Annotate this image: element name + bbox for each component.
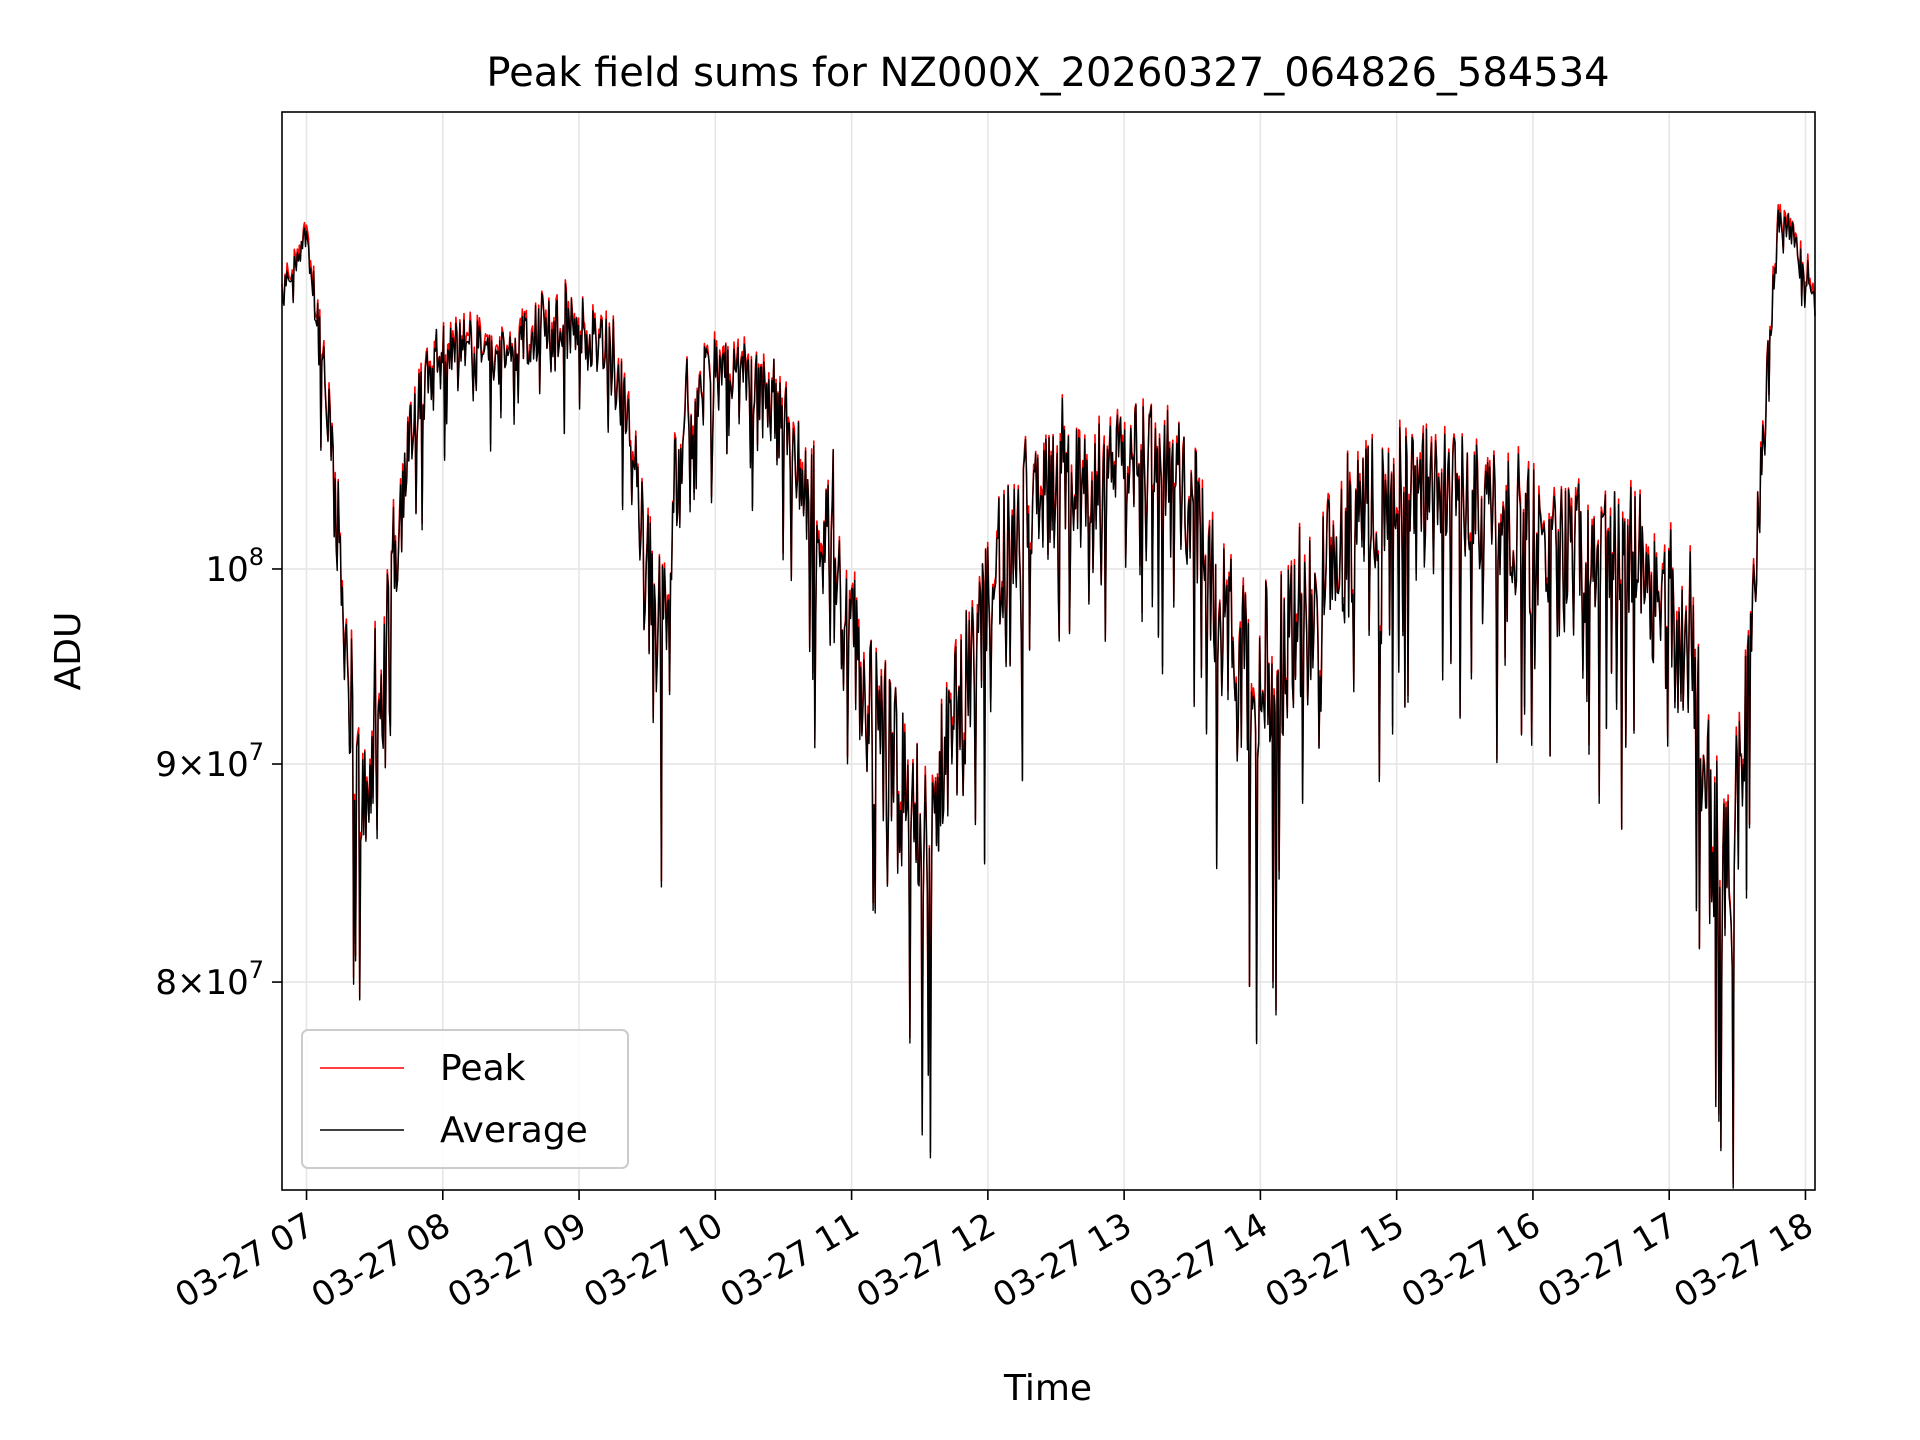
y-tick-label: 9×107 (155, 738, 264, 785)
legend-peak-label: Peak (440, 1048, 526, 1089)
y-tick-label: 108 (205, 543, 264, 590)
y-axis-label: ADU (48, 612, 89, 691)
chart-title: Peak field sums for NZ000X_20260327_0648… (486, 50, 1609, 96)
series-line-average (281, 209, 1816, 1189)
legend-average-label: Average (440, 1110, 588, 1151)
legend-box (301, 1029, 629, 1169)
y-tick-label: 8×107 (155, 956, 264, 1003)
plot-frame (281, 111, 1816, 1191)
series-group (281, 203, 1816, 1189)
x-axis-label: Time (1003, 1368, 1092, 1409)
legend: Peak Average (301, 1029, 629, 1169)
